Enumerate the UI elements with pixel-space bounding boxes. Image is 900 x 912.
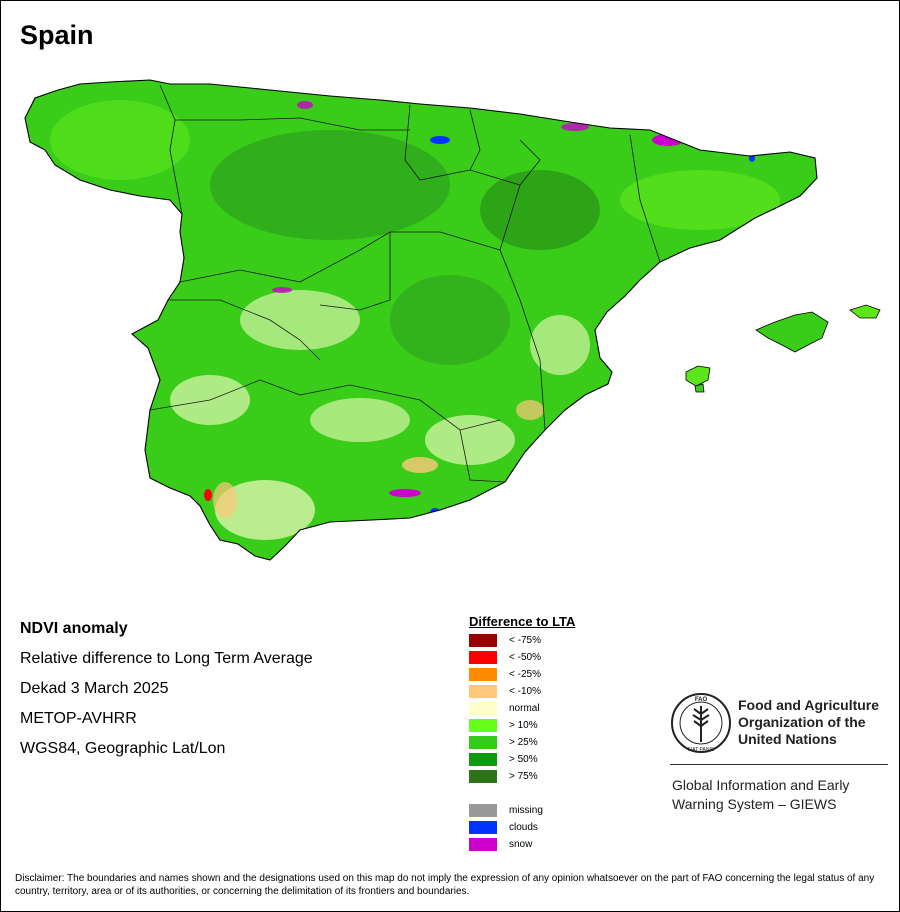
legend-label: < -10% (509, 686, 541, 697)
legend-label: normal (509, 703, 540, 714)
legend-label: missing (509, 805, 543, 816)
legend-label: clouds (509, 822, 538, 833)
legend-swatch (469, 838, 497, 851)
legend-swatch (469, 753, 497, 766)
legend-swatch (469, 634, 497, 647)
fao-name-line: Organization of the (738, 714, 866, 730)
legend-label: > 50% (509, 754, 538, 765)
product-projection: WGS84, Geographic Lat/Lon (20, 740, 226, 757)
legend-item: > 75% (469, 768, 575, 785)
legend-item: > 10% (469, 717, 575, 734)
legend-swatch (469, 719, 497, 732)
legend-swatch (469, 736, 497, 749)
product-date: Dekad 3 March 2025 (20, 680, 169, 697)
map-title: Spain (20, 20, 94, 50)
disclaimer-text: Disclaimer: The boundaries and names sho… (15, 873, 875, 897)
legend-swatch (469, 821, 497, 834)
legend-label: snow (509, 839, 533, 850)
legend-item: normal (469, 700, 575, 717)
legend-item: < -50% (469, 649, 575, 666)
legend-swatch (469, 668, 497, 681)
legend-item: missing (469, 802, 575, 819)
legend-item: > 25% (469, 734, 575, 751)
map-info-block: NDVI anomaly Relative difference to Long… (20, 619, 313, 769)
legend-swatch (469, 685, 497, 698)
balearic-islands (685, 304, 881, 393)
giews-line: Warning System – GIEWS (672, 796, 837, 812)
region-boundaries (149, 84, 661, 483)
legend-label: < -50% (509, 652, 541, 663)
legend-title: Difference to LTA (469, 614, 576, 629)
product-title: NDVI anomaly (20, 620, 128, 637)
ndvi-anomaly-map (24, 79, 881, 561)
legend-label: > 75% (509, 771, 538, 782)
product-sensor: METOP-AVHRR (20, 710, 137, 727)
legend-swatch (469, 702, 497, 715)
legend-label: < -75% (509, 635, 541, 646)
fao-logo-letters: FAO (695, 697, 708, 703)
legend-swatch (469, 770, 497, 783)
fao-organization-name: Food and Agriculture Organization of the… (738, 697, 879, 748)
legend-item: < -10% (469, 683, 575, 700)
legend-label: < -25% (509, 669, 541, 680)
legend-label: > 10% (509, 720, 538, 731)
fao-divider (670, 764, 888, 765)
legend-label: > 25% (509, 737, 538, 748)
legend-swatch (469, 651, 497, 664)
fao-logo-motto: FIAT PANIS (688, 747, 715, 753)
giews-line: Global Information and Early (672, 777, 850, 793)
fao-name-line: Food and Agriculture (738, 697, 880, 713)
legend-item: snow (469, 836, 575, 853)
fao-name-line: United Nations (738, 731, 837, 747)
fao-logo: FAO FIAT PANIS (671, 693, 731, 753)
legend-item: < -75% (469, 632, 575, 649)
product-description: Relative difference to Long Term Average (20, 650, 313, 667)
giews-name: Global Information and Early Warning Sys… (672, 776, 849, 814)
legend-item: > 50% (469, 751, 575, 768)
map-legend: Difference to LTA < -75% < -50% < -25% <… (469, 614, 575, 853)
legend-swatch (469, 804, 497, 817)
legend-item: < -25% (469, 666, 575, 683)
legend-item: clouds (469, 819, 575, 836)
anomaly-patches (50, 100, 780, 540)
